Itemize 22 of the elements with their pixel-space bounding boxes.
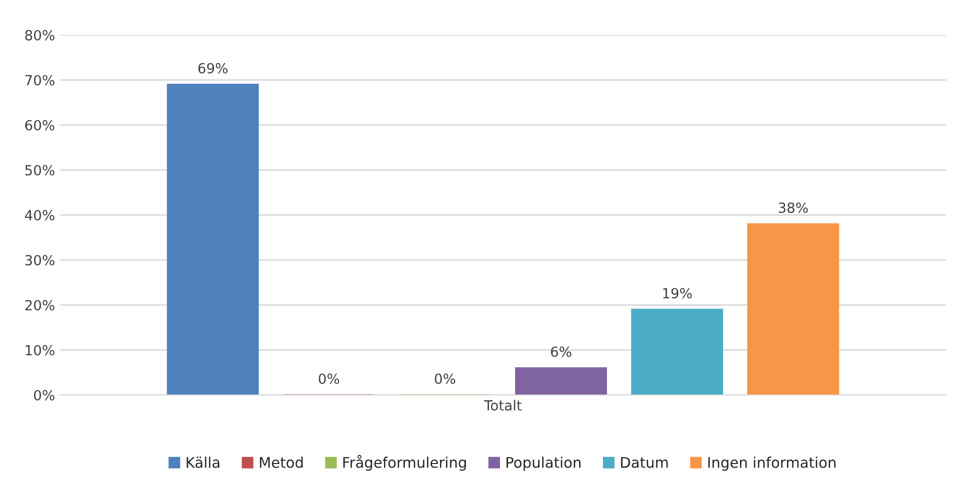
- legend-label: Frågeformulering: [343, 454, 466, 471]
- legend-label: Ingen information: [708, 456, 836, 471]
- y-tick-label: 50%: [25, 164, 54, 176]
- data-label: 19%: [663, 288, 692, 298]
- y-tick-label: 10%: [26, 344, 54, 356]
- y-tick-label: 80%: [25, 30, 54, 40]
- legend-label: Källa: [186, 456, 220, 468]
- data-label: 6%: [550, 346, 572, 357]
- y-tick-label: 60%: [25, 120, 54, 130]
- y-tick-label: 30%: [25, 254, 54, 266]
- y-tick-label: 0%: [34, 390, 54, 400]
- legend-label: Population: [506, 456, 580, 471]
- data-label: 0%: [318, 373, 340, 384]
- y-tick-label: 40%: [24, 210, 54, 220]
- legend-label: Datum: [621, 457, 668, 468]
- data-label: 38%: [778, 202, 808, 213]
- x-tick-label: Totalt: [484, 400, 522, 411]
- y-tick-label: 20%: [25, 300, 54, 310]
- y-tick-label: 70%: [25, 74, 54, 86]
- data-label: 69%: [198, 62, 228, 74]
- data-label: 0%: [434, 373, 456, 384]
- legend-label: Metod: [260, 456, 303, 468]
